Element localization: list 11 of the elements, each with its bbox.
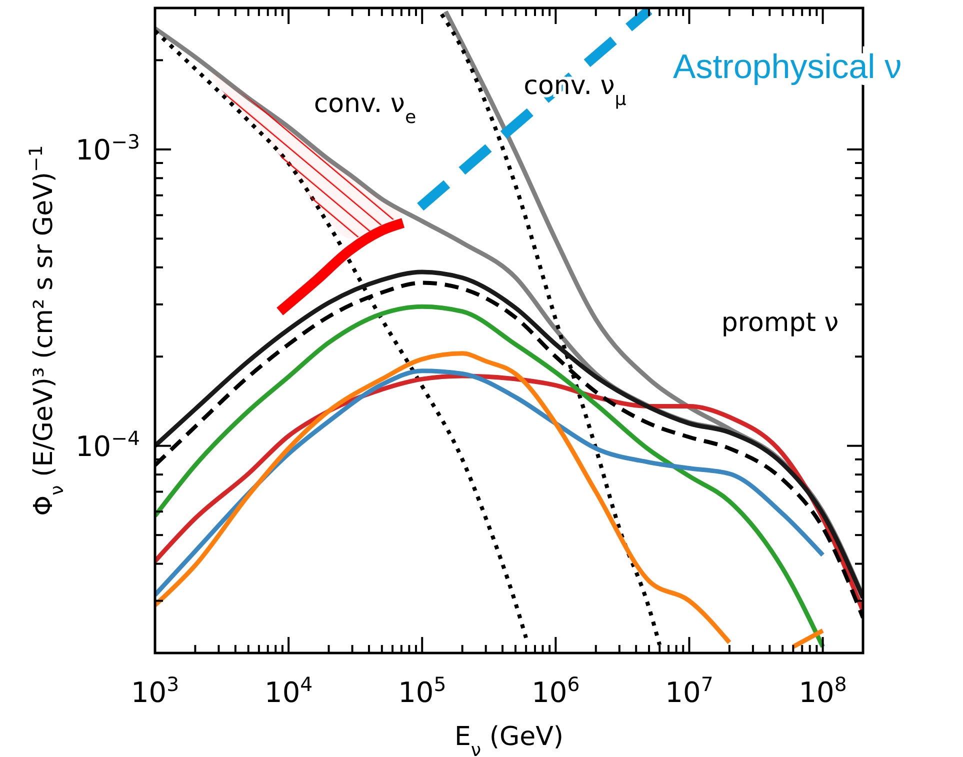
x-tick-label: 10$^{7}$ — [665, 672, 714, 709]
x-tick-label: 10$^{6}$ — [532, 672, 580, 709]
annotation: prompt ν — [721, 308, 839, 338]
y-tick-label: 10$^{−4}$ — [75, 426, 140, 463]
annotation: conv. ν$_{e}$ — [314, 89, 416, 128]
y-tick-label: 10$^{−3}$ — [75, 130, 140, 166]
x-axis-title: E$_{ν}$ (GeV) — [454, 722, 564, 757]
x-tick-label: 10$^{5}$ — [398, 672, 446, 709]
x-tick-label: 10$^{3}$ — [130, 672, 180, 709]
x-tick-label: 10$^{8}$ — [798, 672, 847, 709]
x-tick-label: 10$^{4}$ — [264, 672, 313, 709]
